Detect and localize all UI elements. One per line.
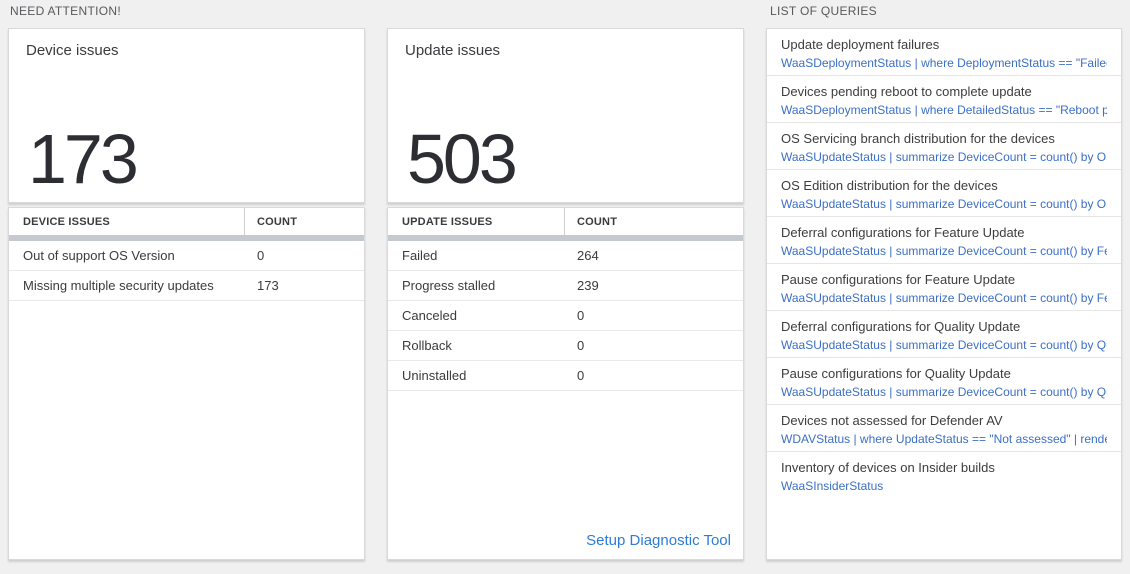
list-of-queries-section-label: LIST OF QUERIES <box>770 4 877 18</box>
query-list-item[interactable]: Update deployment failures WaaSDeploymen… <box>767 29 1121 76</box>
query-link[interactable]: WDAVStatus | where UpdateStatus == "Not … <box>781 432 1107 446</box>
query-list-item[interactable]: Devices pending reboot to complete updat… <box>767 76 1121 123</box>
update-issues-tile[interactable]: Update issues 503 <box>387 28 744 203</box>
update-table-header-issues[interactable]: UPDATE ISSUES <box>402 215 493 228</box>
table-row[interactable]: Canceled 0 <box>388 301 743 331</box>
issue-label: Missing multiple security updates <box>23 278 214 293</box>
update-issues-table: UPDATE ISSUES COUNT Failed 264 Progress … <box>387 207 744 560</box>
table-row[interactable]: Missing multiple security updates 173 <box>9 271 364 301</box>
query-title: OS Servicing branch distribution for the… <box>781 131 1055 146</box>
update-table-header: UPDATE ISSUES COUNT <box>388 208 743 235</box>
issue-label: Progress stalled <box>402 278 496 293</box>
device-table-header-count[interactable]: COUNT <box>244 208 364 235</box>
device-issues-tile[interactable]: Device issues 173 <box>8 28 365 203</box>
need-attention-section-label: NEED ATTENTION! <box>10 4 121 18</box>
issue-label: Rollback <box>402 338 452 353</box>
query-title: Pause configurations for Quality Update <box>781 366 1011 381</box>
query-title: Devices not assessed for Defender AV <box>781 413 1003 428</box>
issue-count: 264 <box>577 248 599 263</box>
query-list-item[interactable]: Deferral configurations for Quality Upda… <box>767 311 1121 358</box>
table-horizontal-scrollbar[interactable] <box>9 235 364 241</box>
update-table-header-count[interactable]: COUNT <box>564 208 743 235</box>
issue-label: Failed <box>402 248 438 263</box>
issue-count: 0 <box>577 368 585 383</box>
query-list-item[interactable]: Deferral configurations for Feature Upda… <box>767 217 1121 264</box>
table-row[interactable]: Progress stalled 239 <box>388 271 743 301</box>
issue-count: 0 <box>577 308 585 323</box>
query-list-item[interactable]: OS Servicing branch distribution for the… <box>767 123 1121 170</box>
query-title: Pause configurations for Feature Update <box>781 272 1016 287</box>
query-link[interactable]: WaaSUpdateStatus | summarize DeviceCount… <box>781 197 1107 211</box>
query-title: Devices pending reboot to complete updat… <box>781 84 1032 99</box>
list-of-queries-panel: Update deployment failures WaaSDeploymen… <box>766 28 1122 560</box>
device-table-body: Out of support OS Version 0 Missing mult… <box>9 241 364 301</box>
device-table-header-issues[interactable]: DEVICE ISSUES <box>23 215 110 228</box>
query-link[interactable]: WaaSUpdateStatus | summarize DeviceCount… <box>781 244 1107 258</box>
table-row[interactable]: Uninstalled 0 <box>388 361 743 391</box>
query-title: Inventory of devices on Insider builds <box>781 460 995 475</box>
query-list-item[interactable]: Pause configurations for Quality Update … <box>767 358 1121 405</box>
update-table-body: Failed 264 Progress stalled 239 Canceled… <box>388 241 743 391</box>
query-link[interactable]: WaaSDeploymentStatus | where DeploymentS… <box>781 56 1107 70</box>
issue-label: Out of support OS Version <box>23 248 175 263</box>
device-issues-title: Device issues <box>26 42 119 59</box>
query-link[interactable]: WaaSUpdateStatus | summarize DeviceCount… <box>781 338 1107 352</box>
update-issues-count: 503 <box>407 120 518 198</box>
issue-count: 173 <box>257 278 279 293</box>
query-title: Deferral configurations for Feature Upda… <box>781 225 1025 240</box>
table-horizontal-scrollbar[interactable] <box>388 235 743 241</box>
query-title: OS Edition distribution for the devices <box>781 178 998 193</box>
table-row[interactable]: Out of support OS Version 0 <box>9 241 364 271</box>
table-row[interactable]: Failed 264 <box>388 241 743 271</box>
query-list-item[interactable]: Inventory of devices on Insider builds W… <box>767 452 1121 499</box>
query-title: Deferral configurations for Quality Upda… <box>781 319 1021 334</box>
issue-label: Canceled <box>402 308 457 323</box>
device-table-header: DEVICE ISSUES COUNT <box>9 208 364 235</box>
update-issues-title: Update issues <box>405 42 501 59</box>
issue-count: 0 <box>257 248 265 263</box>
setup-diagnostic-tool-link[interactable]: Setup Diagnostic Tool <box>586 532 731 549</box>
query-list-item[interactable]: Devices not assessed for Defender AV WDA… <box>767 405 1121 452</box>
device-issues-count: 173 <box>28 120 139 198</box>
issue-label: Uninstalled <box>402 368 467 383</box>
query-list-item[interactable]: OS Edition distribution for the devices … <box>767 170 1121 217</box>
query-link[interactable]: WaaSInsiderStatus <box>781 479 884 493</box>
issue-count: 239 <box>577 278 599 293</box>
query-link[interactable]: WaaSUpdateStatus | summarize DeviceCount… <box>781 150 1107 164</box>
issue-count: 0 <box>577 338 585 353</box>
query-title: Update deployment failures <box>781 37 940 52</box>
device-issues-table: DEVICE ISSUES COUNT Out of support OS Ve… <box>8 207 365 560</box>
query-link[interactable]: WaaSUpdateStatus | summarize DeviceCount… <box>781 385 1107 399</box>
query-link[interactable]: WaaSUpdateStatus | summarize DeviceCount… <box>781 291 1107 305</box>
query-list-item[interactable]: Pause configurations for Feature Update … <box>767 264 1121 311</box>
query-link[interactable]: WaaSDeploymentStatus | where DetailedSta… <box>781 103 1107 117</box>
table-row[interactable]: Rollback 0 <box>388 331 743 361</box>
